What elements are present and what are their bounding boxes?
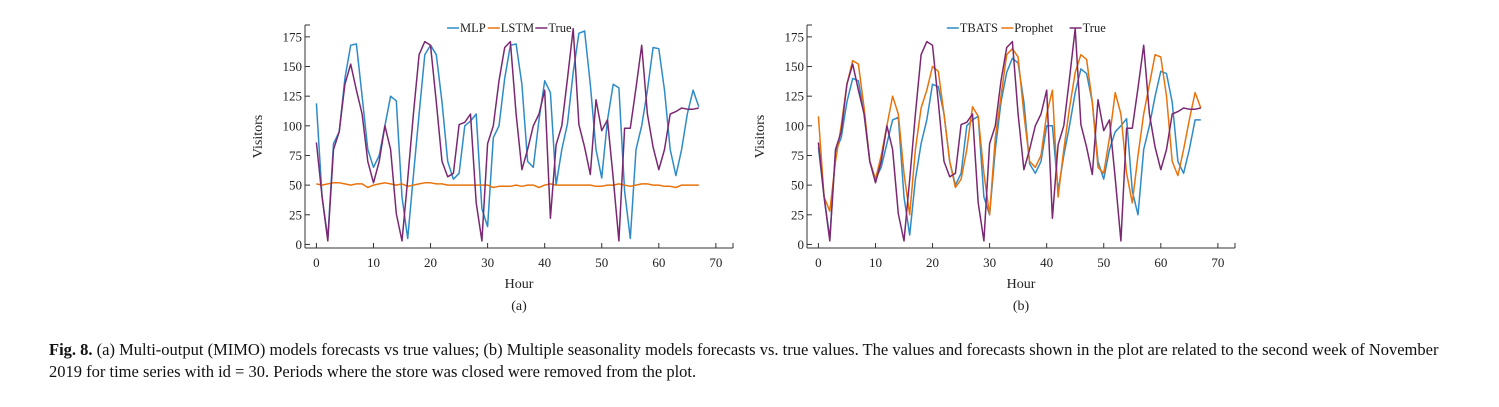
x-tick-label: 30 — [481, 255, 494, 270]
x-tick-label: 60 — [652, 255, 665, 270]
x-axis-label: Hour — [505, 277, 534, 292]
x-tick-label: 70 — [1211, 255, 1224, 270]
x-tick-label: 60 — [1154, 255, 1167, 270]
y-axis-label: Visitors — [251, 115, 266, 159]
x-tick-label: 70 — [709, 255, 722, 270]
panel-a: 0 10 20 30 40 50 60 70 0 25 50 75 100 125 150 175 Hour Vi… — [251, 21, 734, 314]
y-axis-label: Visitors — [753, 115, 768, 159]
y-tick-label: 175 — [785, 29, 805, 44]
y-tick-label: 150 — [785, 59, 805, 74]
x-tick-label: 20 — [926, 255, 939, 270]
legend-label-true: True — [548, 21, 572, 35]
series-line-tbats — [817, 57, 1201, 240]
caption-label: Fig. 8. — [49, 340, 93, 359]
y-tick-label: 0 — [798, 237, 805, 252]
y-tick-label: 100 — [283, 118, 303, 133]
x-tick-label: 10 — [367, 255, 380, 270]
y-tick-label: 150 — [283, 59, 303, 74]
y-tick-label: 75 — [791, 148, 804, 163]
y-tick-label: 50 — [791, 178, 804, 193]
figure: 0 10 20 30 40 50 60 700255075100125150175HourVi… — [251, 21, 1236, 314]
x-tick-label: 0 — [815, 255, 822, 270]
caption-text: (a) Multi-output (MIMO) models forecasts… — [49, 340, 1439, 381]
x-tick-label: 20 — [424, 255, 437, 270]
legend: TBATS Prophet True — [946, 21, 1107, 35]
x-tick-label: 30 — [983, 255, 996, 270]
y-tick-label: 50 — [289, 178, 302, 193]
y-tick-label: 125 — [283, 89, 303, 104]
panel-b: 0 10 20 30 40 50 60 70 0 25 50 75 100 125 150 175 Hour Vi… — [753, 21, 1236, 314]
figure-caption: Fig. 8. (a) Multi-output (MIMO) models f… — [49, 339, 1449, 383]
series-line-prophet — [817, 47, 1202, 216]
y-tick-label: 175 — [283, 29, 303, 44]
legend: MLP LSTM True — [447, 21, 572, 35]
panel-label: (b) — [1013, 299, 1030, 314]
y-tick-label: 0 — [296, 237, 303, 252]
y-tick-label: 100 — [785, 118, 805, 133]
series-line-lstm — [316, 182, 699, 189]
series-line-true — [817, 27, 1201, 242]
x-tick-label: 40 — [1040, 255, 1053, 270]
legend-label-prophet: Prophet — [1014, 21, 1053, 35]
x-tick-label: 0 — [313, 255, 320, 270]
x-tick-label: 50 — [595, 255, 608, 270]
y-tick-label: 25 — [289, 207, 302, 222]
series-line-true — [315, 27, 699, 242]
legend-label-lstm: LSTM — [501, 21, 534, 35]
series-line-mlp — [315, 30, 700, 240]
legend-label-tbats: TBATS — [960, 21, 998, 35]
y-tick-label: 125 — [785, 89, 805, 104]
x-tick-label: 10 — [869, 255, 882, 270]
y-tick-label: 25 — [791, 207, 804, 222]
y-tick-label: 75 — [289, 148, 302, 163]
x-tick-label: 40 — [538, 255, 551, 270]
x-tick-label: 50 — [1097, 255, 1110, 270]
panel-label: (a) — [511, 299, 527, 314]
legend-label-mlp: MLP — [460, 21, 486, 35]
legend-label-true: True — [1083, 21, 1107, 35]
x-axis-label: Hour — [1007, 277, 1036, 292]
